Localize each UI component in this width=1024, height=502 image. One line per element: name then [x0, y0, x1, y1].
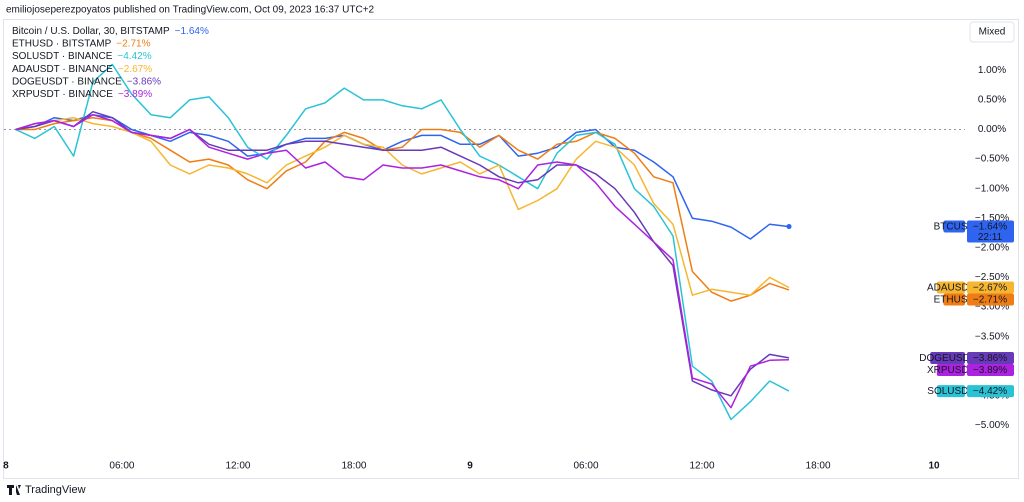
y-tick-label: −2.00% — [975, 242, 1009, 253]
y-tick-label: −1.50% — [975, 213, 1009, 224]
x-tick-label: 06:00 — [573, 461, 598, 472]
legend-entry: ADAUSDT · BINANCE −2.67% — [12, 63, 152, 74]
legend-entry: SOLUSDT · BINANCE −4.42% — [12, 51, 152, 62]
series-line — [15, 113, 790, 240]
price-tag-name-box — [936, 385, 965, 398]
y-tick-label: −1.00% — [975, 183, 1009, 194]
price-tag-value: −2.71% — [973, 295, 1007, 306]
series-line — [15, 116, 790, 296]
y-tick-label: 1.00% — [978, 65, 1006, 76]
price-tag-name-box — [936, 281, 965, 294]
price-tag-value: −2.67% — [973, 283, 1007, 294]
legend-name: XRPUSDT · BINANCE — [12, 89, 113, 100]
legend-value: −3.86% — [127, 76, 161, 87]
x-tick-label: 9 — [467, 461, 473, 472]
x-tick-label: 06:00 — [109, 461, 134, 472]
scale-mode-label[interactable]: Mixed — [979, 27, 1006, 38]
y-tick-label: −0.50% — [975, 154, 1009, 165]
price-tag-name: ADAUSDT — [927, 283, 975, 294]
legend-value: −4.42% — [117, 51, 151, 62]
legend-name: Bitcoin / U.S. Dollar, 30, BITSTAMP — [12, 26, 170, 37]
x-tick-label: 18:00 — [806, 461, 831, 472]
x-tick-label: 18:00 — [341, 461, 366, 472]
series-line — [15, 63, 790, 421]
price-tag-value-box — [967, 293, 1014, 306]
legend-name: ADAUSDT · BINANCE — [12, 63, 113, 74]
price-tag-name-box — [930, 351, 965, 364]
footer-text: TradingView — [25, 484, 86, 496]
series-line — [15, 116, 790, 302]
header: emiliojoseperezpoyatos published on Trad… — [6, 5, 375, 16]
legend-entry: XRPUSDT · BINANCE −3.89% — [12, 89, 152, 100]
price-tag-value-box — [967, 385, 1014, 398]
series-line — [15, 113, 790, 409]
legend-entry: DOGEUSDT · BINANCE −3.86% — [12, 76, 161, 87]
x-tick-label: 12:00 — [225, 461, 250, 472]
price-tag-name: ETHUSD — [934, 295, 975, 306]
x-tick-label: 8 — [3, 461, 9, 472]
price-tag-value-box — [967, 351, 1014, 364]
y-tick-label: −2.50% — [975, 272, 1009, 283]
price-tag-value-box — [967, 220, 1014, 243]
legend-value: −1.64% — [175, 26, 209, 37]
last-point — [786, 224, 792, 230]
price-tag-value-box — [967, 363, 1014, 376]
price-tag-name: DOGEUSDT — [919, 353, 976, 364]
chart-frame — [3, 19, 1019, 479]
y-tick-label: 0.50% — [978, 95, 1006, 106]
x-tick-label: 12:00 — [690, 461, 715, 472]
price-tag-value-box — [967, 281, 1014, 294]
legend-entry: Bitcoin / U.S. Dollar, 30, BITSTAMP −1.64… — [12, 26, 209, 37]
price-tag-countdown: 22:11 — [978, 232, 1003, 243]
price-tag-name: SOLUSDT — [927, 386, 974, 397]
price-tag-name-box — [936, 363, 965, 376]
price-tag-value: −4.42% — [973, 386, 1007, 397]
footer-logo: TradingView — [7, 484, 86, 496]
price-tag-name: BTCUSD — [934, 222, 975, 233]
price-tag-value: −1.64% — [973, 222, 1007, 233]
legend-entry: ETHUSD · BITSTAMP −2.71% — [12, 38, 151, 49]
x-tick-label: 10 — [928, 461, 940, 472]
logo-mark — [7, 485, 21, 495]
legend-value: −3.89% — [118, 89, 152, 100]
legend-value: −2.67% — [118, 63, 152, 74]
price-tag-value: −3.86% — [973, 353, 1007, 364]
legend-name: ETHUSD · BITSTAMP — [12, 38, 112, 49]
legend-name: DOGEUSDT · BINANCE — [12, 76, 122, 87]
price-tag-name-box — [943, 293, 965, 306]
y-tick-label: −3.50% — [975, 331, 1009, 342]
y-tick-label: −5.00% — [975, 420, 1009, 431]
price-tag-value: −3.89% — [973, 365, 1007, 376]
legend-name: SOLUSDT · BINANCE — [12, 51, 113, 62]
scale-mode-button[interactable] — [969, 21, 1015, 43]
price-tag-name-box — [943, 220, 965, 233]
price-tag-name: XRPUSDT — [927, 365, 975, 376]
legend-value: −2.71% — [116, 38, 150, 49]
y-tick-label: −3.00% — [975, 302, 1009, 313]
y-tick-label: 0.00% — [978, 124, 1006, 135]
